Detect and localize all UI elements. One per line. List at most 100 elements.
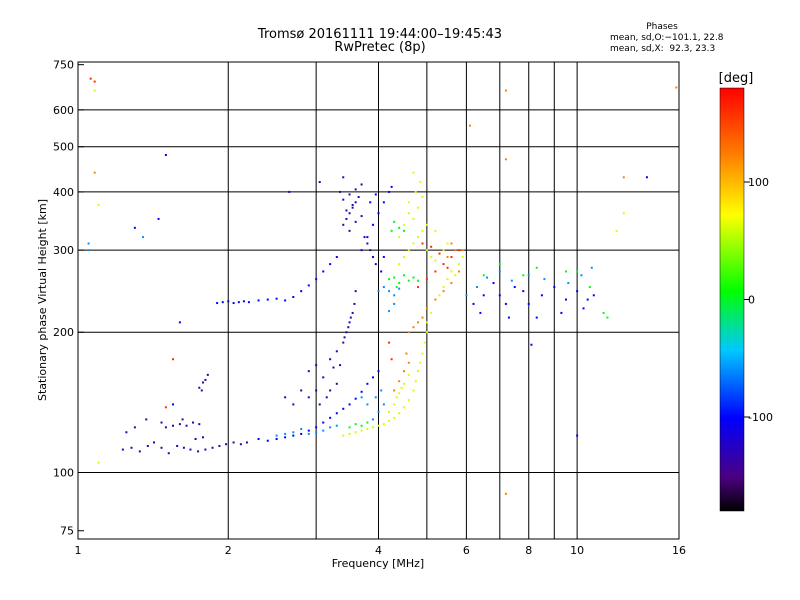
data-point-3-4 [388, 278, 391, 281]
data-point-1-57 [576, 290, 579, 293]
data-point-4-18 [423, 341, 426, 344]
data-point-2-14 [366, 403, 369, 406]
data-point-4-43 [414, 190, 417, 193]
data-point-1-11 [292, 296, 295, 299]
data-point-4-59 [461, 256, 464, 259]
data-point-2-11 [382, 403, 385, 406]
data-point-0-9 [189, 448, 192, 451]
data-point-4-35 [434, 259, 437, 262]
data-point-4-32 [421, 229, 424, 232]
data-point-0-54 [357, 196, 360, 199]
data-point-0-25 [194, 438, 197, 441]
data-point-4-34 [430, 256, 433, 259]
data-point-0-57 [360, 215, 363, 218]
data-point-4-50 [412, 171, 415, 174]
grid-layer [78, 62, 679, 539]
data-point-3-15 [403, 229, 406, 232]
data-point-4-23 [403, 382, 406, 385]
data-point-1-38 [372, 223, 375, 226]
data-point-2-29 [543, 278, 546, 281]
data-point-0-8 [182, 446, 185, 449]
data-point-0-76 [284, 396, 287, 399]
data-point-4-28 [403, 256, 406, 259]
data-point-0-79 [125, 431, 128, 434]
data-point-0-53 [354, 201, 357, 204]
data-point-3-20 [565, 270, 568, 273]
data-point-4-17 [421, 352, 424, 355]
data-point-4-57 [454, 274, 457, 277]
data-point-3-18 [522, 274, 525, 277]
data-point-1-67 [157, 217, 160, 220]
data-point-0-6 [167, 452, 170, 455]
data-point-0-66 [369, 249, 372, 252]
data-point-0-45 [354, 290, 357, 293]
data-point-1-36 [360, 249, 363, 252]
data-point-3-24 [606, 316, 609, 319]
data-point-0-77 [315, 364, 318, 367]
data-point-1-5 [242, 300, 245, 303]
data-point-6-2 [434, 270, 437, 273]
phase-stats-o: mean, sd,O:−101.1, 22.8 [610, 33, 724, 43]
data-point-2-13 [380, 389, 383, 392]
data-point-5-7 [450, 282, 453, 285]
data-point-1-19 [266, 439, 269, 442]
data-point-0-72 [318, 403, 321, 406]
y-tick-label-200: 200 [53, 326, 74, 339]
data-point-2-15 [360, 396, 363, 399]
data-point-2-8 [300, 427, 303, 430]
data-point-4-45 [425, 223, 428, 226]
data-point-4-53 [438, 294, 441, 297]
data-point-0-71 [315, 389, 318, 392]
data-point-1-30 [348, 403, 351, 406]
data-point-6-7 [430, 245, 433, 248]
data-point-0-26 [201, 436, 204, 439]
data-point-1-64 [560, 311, 563, 314]
data-point-0-46 [335, 382, 338, 385]
data-point-3-2 [360, 424, 363, 427]
data-point-1-47 [482, 294, 485, 297]
data-point-4-5 [372, 426, 375, 429]
data-point-4-48 [403, 223, 406, 226]
data-point-4-37 [442, 249, 445, 252]
data-point-1-25 [315, 426, 318, 429]
data-point-4-29 [407, 249, 410, 252]
data-point-1-45 [369, 201, 372, 204]
data-point-4-33 [425, 249, 428, 252]
data-point-4-47 [398, 236, 401, 239]
data-point-2-24 [475, 286, 478, 289]
data-point-0-41 [343, 336, 346, 339]
data-point-5-3 [421, 316, 424, 319]
data-point-1-20 [275, 438, 278, 441]
data-point-1-44 [382, 256, 385, 259]
data-point-2-33 [87, 249, 90, 252]
x-tick-label-16: 16 [672, 544, 686, 557]
y-axis-label: Stationary phase Virtual Height [km] [36, 199, 49, 401]
data-point-0-50 [345, 217, 348, 220]
data-point-1-28 [335, 412, 338, 415]
data-point-1-34 [372, 376, 375, 379]
x-tick-label-8: 8 [525, 544, 532, 557]
data-point-0-59 [351, 203, 354, 206]
data-point-2-26 [498, 270, 501, 273]
data-point-0-80 [133, 426, 136, 429]
data-point-0-34 [332, 366, 335, 369]
data-point-1-71 [288, 190, 291, 193]
data-point-4-9 [393, 416, 396, 419]
x-axis-label: Frequency [MHz] [332, 557, 424, 570]
data-point-1-7 [257, 299, 260, 302]
data-point-5-22 [675, 86, 678, 89]
data-point-0-55 [348, 229, 351, 232]
data-point-1-12 [300, 290, 303, 293]
data-point-5-1 [412, 326, 415, 329]
data-point-2-30 [567, 282, 570, 285]
data-point-1-23 [300, 432, 303, 435]
data-point-5-10 [454, 249, 457, 252]
data-point-0-70 [342, 176, 345, 179]
data-point-0-15 [232, 441, 235, 444]
data-point-6-5 [458, 249, 461, 252]
data-point-5-17 [405, 352, 408, 355]
data-point-0-58 [345, 209, 348, 212]
data-point-0-40 [351, 311, 354, 314]
plot-frame [77, 61, 680, 540]
